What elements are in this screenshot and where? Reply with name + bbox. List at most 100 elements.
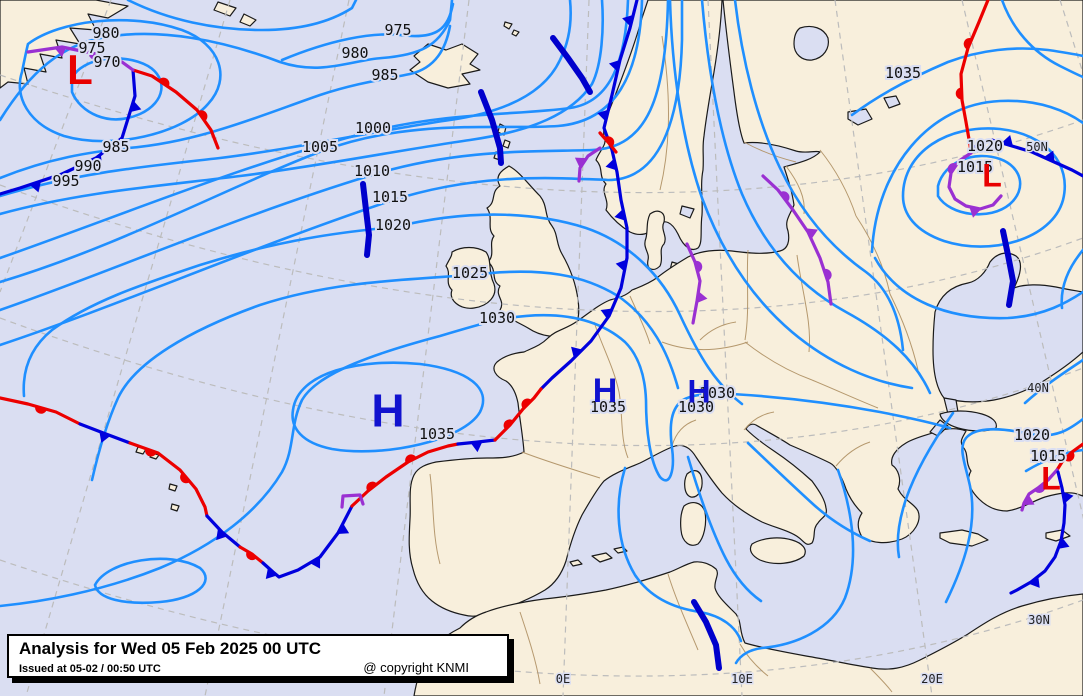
front-warm [493, 387, 543, 442]
warm-front-semicircle [89, 52, 101, 60]
graticule-label: 10E [731, 672, 753, 686]
crete [939, 529, 989, 547]
graticule-label: 30N [1028, 613, 1050, 627]
parallel-30n [0, 559, 1083, 677]
isobar-label: 985 [102, 138, 129, 156]
cold-front-triangle [622, 14, 634, 27]
isobar-label: 975 [78, 39, 105, 57]
front-warm [128, 441, 209, 518]
isobar-label: 1015 [1030, 447, 1066, 465]
warm-front-semicircle [197, 110, 208, 122]
graticule-label: 0E [556, 672, 570, 686]
isobar-label: 1020 [1014, 426, 1050, 444]
cold-front-triangle [614, 208, 626, 221]
cold-front-triangle [129, 100, 142, 113]
analysis-title-box: Analysis for Wed 05 Feb 2025 00 UTC Issu… [7, 634, 509, 678]
front-cold [261, 504, 354, 579]
cold-front-triangle [216, 528, 228, 541]
inland-seas-layer [679, 25, 1083, 437]
warm-front-semicircle [955, 87, 962, 100]
warm-front-semicircle [963, 37, 973, 50]
warm-front-semicircle [405, 454, 417, 464]
parallel-50n [0, 74, 1083, 194]
warm-front-semicircle [694, 260, 703, 273]
warm-front-semicircle [35, 406, 47, 414]
cold-front-triangle [806, 228, 818, 240]
warm-front-semicircle [503, 419, 514, 430]
isobar-label: 1030 [678, 398, 714, 416]
meridian-40w [0, 0, 112, 293]
trough-line [550, 35, 593, 95]
meridian-40e [1059, 0, 1083, 74]
trough-line [360, 181, 373, 258]
front-occluded [761, 174, 833, 306]
black-sea [932, 252, 1083, 403]
isobar-label: 1015 [957, 158, 993, 176]
cold-front-triangle [1022, 494, 1035, 506]
cold-front-triangle [597, 109, 609, 122]
issued-timestamp: Issued at 05-02 / 00:50 UTC [19, 663, 161, 675]
warm-front-semicircle [823, 268, 832, 281]
isobar-label: 985 [371, 66, 398, 84]
geo-label-layer: 50N 40N 30N 0E 10E 20E [554, 139, 1051, 688]
low-pressure-center: L [1041, 461, 1061, 497]
cold-front-triangle [615, 259, 627, 272]
front-occluded [685, 242, 708, 325]
graticule-label: 40N [1027, 381, 1049, 395]
front-cold [205, 514, 242, 549]
isobar-label: 970 [93, 53, 120, 71]
low-pressure-center: L [982, 158, 1002, 194]
front-cold [0, 68, 142, 196]
front-layer [0, 0, 1083, 595]
trough-line [691, 599, 722, 671]
cold-front-triangle [29, 181, 41, 193]
graticule-label: 50N [1026, 140, 1048, 154]
isobar-label: 1035 [419, 425, 455, 443]
meridian-20w [204, 0, 350, 696]
cold-front-triangle [696, 291, 708, 304]
meridian-20e [834, 0, 933, 696]
warm-front-semicircle [1034, 483, 1046, 493]
analysis-subrow: Issued at 05-02 / 00:50 UTC @ copyright … [19, 660, 497, 675]
warm-front-semicircle [145, 448, 157, 457]
isobar-label: 1030 [479, 309, 515, 327]
cold-front-triangle [337, 523, 350, 534]
isobar-label: 1020 [375, 216, 411, 234]
isobar-label: 980 [92, 24, 119, 42]
cold-front-triangle [600, 308, 613, 320]
copyright-note: @ copyright KNMI [363, 660, 469, 675]
balearic-islands [569, 546, 628, 567]
high-pressure-center: H [687, 374, 710, 410]
trough-layer [360, 35, 1017, 671]
azores-madeira [135, 446, 180, 512]
north-africa-coast [413, 561, 1083, 696]
lakes [679, 95, 901, 219]
front-warm [955, 0, 990, 155]
trough-line [1000, 228, 1017, 308]
cold-front-triangle [470, 441, 483, 453]
greenland-coast [0, 0, 129, 89]
cold-front-triangle [265, 567, 277, 579]
isobar-label: 995 [52, 172, 79, 190]
front-warm [350, 442, 460, 508]
cold-front-triangle [1062, 491, 1074, 504]
front-cold [539, 0, 639, 391]
isobar-layer [0, 0, 1083, 665]
cold-front-triangle [571, 346, 583, 359]
front-occluded [574, 146, 602, 183]
sicily [749, 537, 806, 565]
parallel-40n [0, 317, 1083, 447]
isobar-label: 1020 [967, 137, 1003, 155]
isobar-label: 1005 [302, 138, 338, 156]
warm-front-semicircle [604, 136, 615, 147]
front-warm [1055, 442, 1083, 472]
graticule-label: 20E [921, 672, 943, 686]
cold-front-triangle [574, 157, 587, 169]
warm-front-semicircle [158, 77, 170, 87]
trough-line [478, 89, 504, 166]
isobar-label: 1000 [355, 119, 391, 137]
sardinia [680, 502, 707, 546]
front-cold [456, 438, 497, 453]
isobar-label: 980 [341, 44, 368, 62]
cold-front-triangle [99, 431, 111, 443]
